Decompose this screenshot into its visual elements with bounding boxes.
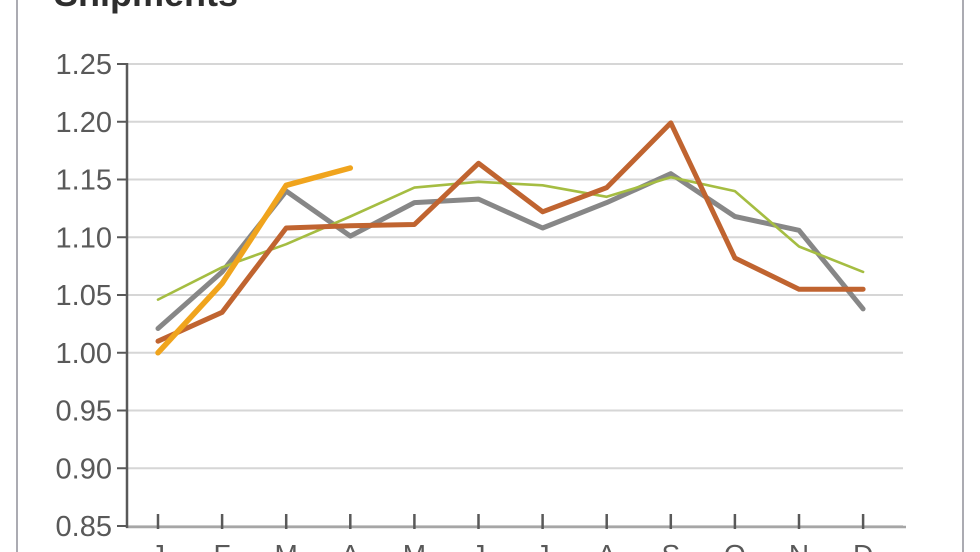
y-axis-label: 0.90 bbox=[56, 453, 112, 485]
x-axis-label: A bbox=[341, 539, 360, 552]
y-axis-label: 1.20 bbox=[56, 107, 112, 139]
chart-frame-left-border bbox=[16, 0, 18, 552]
x-axis-label: M bbox=[275, 539, 298, 552]
x-axis-label: A bbox=[597, 539, 616, 552]
x-axis-label: N bbox=[789, 539, 809, 552]
y-axis-label: 1.05 bbox=[56, 280, 112, 312]
y-axis-label: 0.85 bbox=[56, 511, 112, 543]
chart-title: Shipments bbox=[54, 0, 238, 12]
series-line-yellow-green bbox=[156, 175, 865, 301]
series-line-dark-orange bbox=[155, 120, 866, 344]
y-axis-label: 1.10 bbox=[56, 222, 112, 254]
x-axis-label: J bbox=[472, 539, 486, 552]
x-axis-label: M bbox=[403, 539, 426, 552]
x-axis-label: S bbox=[661, 539, 680, 552]
y-axis-label: 1.00 bbox=[56, 338, 112, 370]
x-axis-label: F bbox=[214, 539, 231, 552]
y-axis-label: 1.15 bbox=[56, 165, 112, 197]
y-axis-label: 1.25 bbox=[56, 49, 112, 81]
x-axis-label: O bbox=[724, 539, 746, 552]
series-line-amber bbox=[155, 165, 354, 356]
chart-frame-right-border bbox=[962, 0, 964, 552]
x-axis-label: J bbox=[151, 539, 165, 552]
x-axis-label: J bbox=[536, 539, 550, 552]
x-axis-label: D bbox=[853, 539, 873, 552]
y-axis-label: 0.95 bbox=[56, 396, 112, 428]
